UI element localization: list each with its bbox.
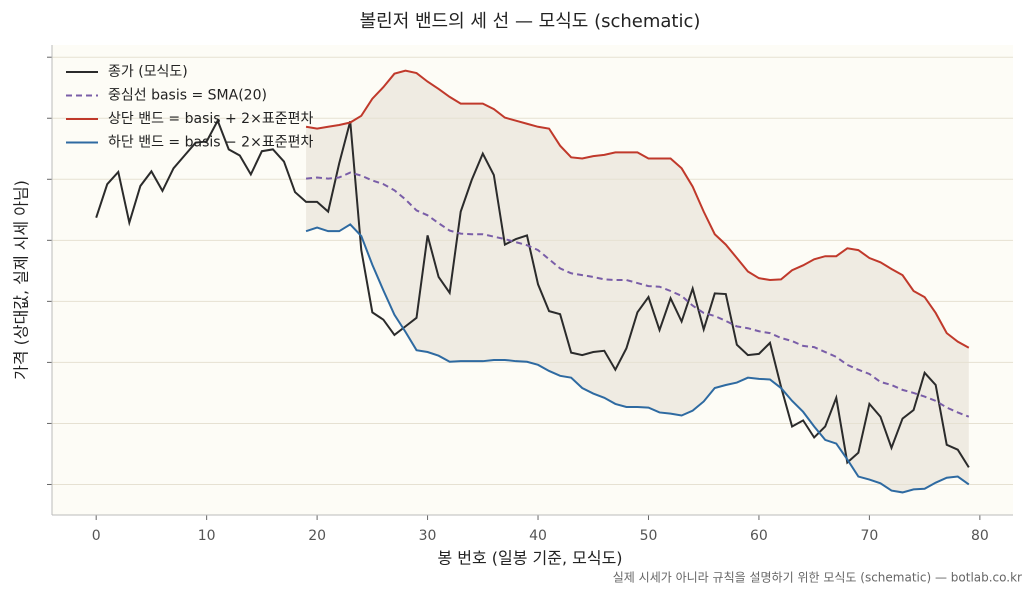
band-fill bbox=[306, 70, 969, 493]
x-tick-label: 50 bbox=[640, 528, 658, 544]
x-tick-label: 70 bbox=[860, 528, 878, 544]
legend-label: 상단 밴드 = basis + 2×표준편차 bbox=[108, 111, 313, 127]
y-axis-label: 가격 (상대값, 실제 시세 아님) bbox=[12, 180, 31, 380]
x-tick-label: 10 bbox=[198, 528, 216, 544]
x-tick-label: 0 bbox=[92, 528, 101, 544]
series-line bbox=[305, 171, 970, 418]
footnote: 실제 시세가 아니라 규칙을 설명하기 위한 모식도 (schematic) —… bbox=[613, 571, 1022, 585]
series-line bbox=[305, 69, 970, 349]
x-tick-label: 80 bbox=[971, 528, 989, 544]
chart-title: 볼린저 밴드의 세 선 — 모식도 (schematic) bbox=[360, 11, 701, 32]
legend-label: 하단 밴드 = basis − 2×표준편차 bbox=[108, 135, 313, 151]
series-line bbox=[305, 223, 970, 494]
x-tick-label: 40 bbox=[529, 528, 547, 544]
legend-label: 종가 (모식도) bbox=[108, 64, 188, 80]
x-tick-label: 30 bbox=[419, 528, 437, 544]
x-axis-label: 봉 번호 (일봉 기준, 모식도) bbox=[437, 549, 622, 568]
x-tick-label: 20 bbox=[308, 528, 326, 544]
series-line bbox=[95, 118, 970, 468]
x-tick-label: 60 bbox=[750, 528, 768, 544]
legend-label: 중심선 basis = SMA(20) bbox=[108, 88, 267, 104]
